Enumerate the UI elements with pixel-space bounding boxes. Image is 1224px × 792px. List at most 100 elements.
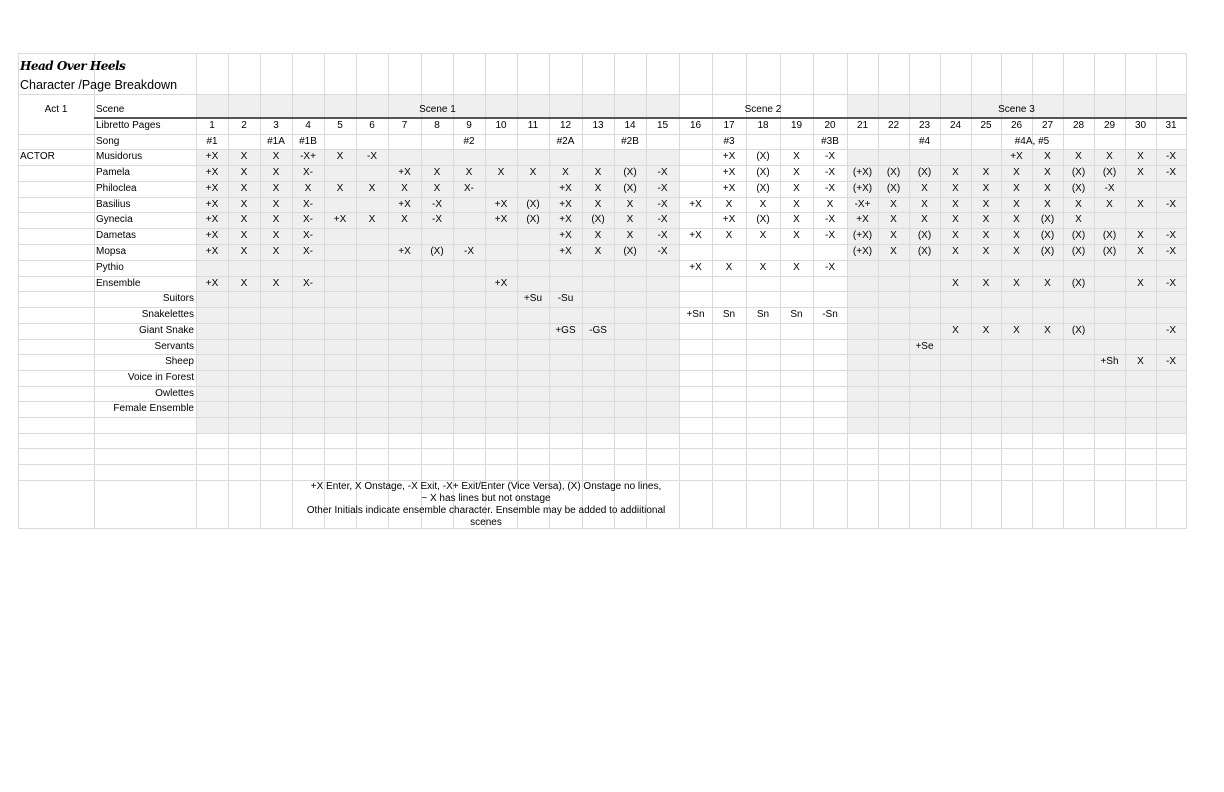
status-cell: X	[890, 230, 897, 241]
status-cell: -X	[825, 167, 835, 178]
status-cell: (X)	[526, 198, 540, 210]
status-cell: (X)	[1071, 167, 1086, 178]
gridline-vertical	[847, 53, 848, 528]
status-cell: X	[240, 246, 248, 257]
gridline-horizontal	[18, 244, 1187, 245]
status-cell: (X)	[917, 167, 932, 178]
status-cell: (X)	[756, 151, 770, 162]
status-cell: +X	[333, 214, 347, 225]
status-cell: (X)	[756, 167, 770, 178]
status-cell: X	[368, 214, 376, 225]
gridline-horizontal	[18, 165, 1187, 166]
status-cell: -X	[1166, 277, 1176, 289]
status-cell: -X	[825, 183, 835, 194]
status-cell: X	[759, 262, 767, 273]
status-cell: X-	[303, 277, 313, 289]
status-cell: X	[982, 167, 990, 178]
document-subtitle: Character /Page Breakdown	[20, 78, 178, 92]
status-cell: -X+	[300, 151, 316, 162]
status-cell: (X)	[526, 214, 540, 225]
status-cell: +X	[722, 151, 736, 162]
song-number: #1A	[267, 135, 285, 147]
character-name: Suitors	[162, 293, 194, 304]
status-cell: X	[626, 230, 634, 241]
status-cell: X	[433, 167, 441, 178]
gridline-horizontal	[18, 260, 1187, 261]
page-number: 6	[369, 120, 375, 131]
status-cell: X	[240, 198, 248, 210]
song-number: #2	[463, 135, 475, 147]
status-cell: +X	[494, 214, 508, 225]
status-cell: X	[1013, 230, 1020, 241]
character-name: Pamela	[96, 167, 130, 178]
status-cell: (X)	[430, 246, 444, 257]
status-cell: X	[826, 198, 834, 210]
page-number: 7	[401, 120, 408, 131]
status-cell: X	[793, 198, 800, 210]
status-cell: X	[529, 167, 537, 178]
page-number: 30	[1134, 120, 1147, 131]
character-name: Pythio	[96, 262, 124, 273]
gridline-horizontal	[18, 448, 1187, 449]
status-cell: X	[793, 183, 800, 194]
status-cell: +X	[398, 167, 411, 178]
gridline-vertical	[94, 53, 95, 528]
gridline-vertical	[909, 53, 910, 528]
gridline-horizontal	[18, 464, 1187, 465]
gridline-vertical	[679, 53, 680, 528]
status-cell: +X	[1010, 151, 1023, 162]
status-cell: X	[272, 246, 280, 257]
gridline-vertical	[228, 53, 229, 528]
status-cell: X	[433, 183, 441, 194]
status-cell: -X	[657, 183, 668, 194]
gridline-vertical	[18, 53, 19, 528]
status-cell: (X)	[1071, 230, 1086, 241]
page-number: 31	[1165, 120, 1177, 131]
page-number: 4	[305, 120, 311, 131]
gridline-vertical	[1125, 53, 1126, 528]
character-name: Musidorus	[96, 151, 143, 162]
gridline-vertical	[485, 53, 486, 528]
status-cell: X	[982, 214, 990, 225]
status-cell: Sn	[790, 309, 803, 320]
gridline-horizontal	[18, 197, 1187, 198]
status-cell: X	[401, 214, 408, 225]
page-number: 14	[624, 120, 636, 131]
page-number: 9	[466, 120, 472, 131]
status-cell: X	[240, 183, 248, 194]
status-cell: X	[594, 167, 602, 178]
status-cell: X	[1137, 167, 1144, 178]
status-cell: X	[368, 183, 376, 194]
page-number: 1	[209, 120, 215, 131]
status-cell: +Su	[523, 293, 543, 304]
status-cell: X	[1137, 356, 1144, 367]
status-cell: +X	[205, 151, 219, 162]
gridline-vertical	[388, 53, 389, 528]
gridline-vertical	[646, 53, 647, 528]
gridline-horizontal	[18, 291, 1187, 292]
page-number: 25	[980, 120, 992, 131]
gridline-horizontal	[18, 401, 1187, 402]
status-cell: X	[952, 183, 959, 194]
status-cell: X	[240, 230, 248, 241]
status-cell: X	[952, 246, 959, 257]
status-cell: +Se	[915, 340, 934, 352]
gridline-horizontal	[18, 134, 1187, 135]
gridline-vertical	[712, 53, 713, 528]
status-cell: +X	[689, 198, 702, 210]
gridline-vertical	[324, 53, 325, 528]
scene-heading: Scene 2	[744, 104, 782, 115]
status-cell: X	[1075, 214, 1082, 225]
status-cell: +X	[722, 214, 736, 225]
status-cell: (X)	[886, 183, 901, 194]
gridline-horizontal	[18, 323, 1187, 324]
legend-note: +X Enter, X Onstage, -X Exit, -X+ Exit/E…	[293, 481, 679, 529]
scene-header-shade	[196, 94, 679, 118]
status-cell: X	[1013, 325, 1020, 336]
status-cell: -X	[825, 151, 835, 162]
page-number: 21	[856, 120, 869, 131]
gridline-horizontal	[18, 386, 1187, 387]
character-name: Gynecia	[96, 214, 133, 225]
status-cell: X	[1137, 151, 1144, 162]
status-cell: (+X)	[852, 230, 873, 241]
